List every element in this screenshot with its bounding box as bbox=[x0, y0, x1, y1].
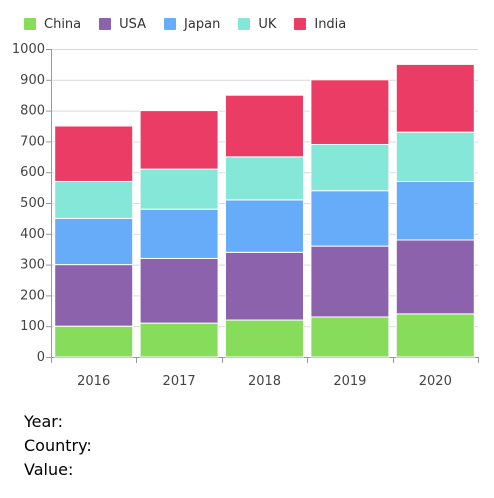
y-tick-label: 200 bbox=[20, 288, 45, 303]
legend-label-usa: USA bbox=[119, 16, 147, 32]
bar-usa-2018[interactable] bbox=[225, 251, 304, 321]
legend-swatch-uk bbox=[238, 18, 251, 30]
info-value-row: Value: bbox=[24, 458, 92, 482]
info-country-row: Country: bbox=[24, 434, 92, 458]
y-tick-label: 700 bbox=[20, 134, 45, 149]
legend-item-china[interactable]: China bbox=[24, 17, 81, 32]
x-tick-label: 2017 bbox=[163, 374, 196, 389]
bar-uk-2016[interactable] bbox=[54, 180, 134, 219]
bar-india-2017[interactable] bbox=[139, 110, 219, 170]
bar-usa-2016[interactable] bbox=[54, 264, 134, 327]
x-tick-label: 2020 bbox=[419, 374, 452, 389]
y-tick-label: 100 bbox=[20, 319, 45, 334]
y-tick-label: 900 bbox=[20, 73, 45, 88]
y-tick-label: 0 bbox=[37, 350, 45, 365]
bar-china-2020[interactable] bbox=[395, 313, 475, 358]
legend-item-india[interactable]: India bbox=[294, 17, 346, 32]
bars bbox=[54, 63, 475, 358]
bar-japan-2016[interactable] bbox=[54, 217, 134, 266]
bar-china-2018[interactable] bbox=[225, 319, 304, 358]
legend-label-japan: Japan bbox=[184, 16, 221, 32]
legend-item-uk[interactable]: UK bbox=[238, 17, 276, 32]
bar-usa-2017[interactable] bbox=[139, 257, 219, 324]
legend-label-uk: UK bbox=[258, 16, 277, 32]
bar-usa-2020[interactable] bbox=[395, 239, 475, 315]
y-tick-label: 400 bbox=[20, 227, 45, 242]
x-tick-label: 2018 bbox=[248, 374, 281, 389]
legend-item-japan[interactable]: Japan bbox=[164, 17, 220, 32]
legend-label-india: India bbox=[314, 16, 347, 32]
legend-swatch-japan bbox=[164, 18, 177, 30]
bar-usa-2019[interactable] bbox=[310, 245, 390, 318]
bar-india-2018[interactable] bbox=[225, 94, 304, 158]
y-tick-label: 600 bbox=[20, 165, 45, 180]
y-tick-label: 800 bbox=[20, 104, 45, 119]
x-tick-label: 2019 bbox=[333, 374, 366, 389]
stacked-bar-chart: 0 100 200 300 400 500 600 700 800 900 1000 2016 2017… bbox=[12, 42, 479, 389]
info-value-label: Value: bbox=[24, 460, 74, 479]
bar-japan-2018[interactable] bbox=[225, 199, 304, 253]
chart-legend: China USA Japan UK India bbox=[0, 10, 346, 38]
bar-uk-2017[interactable] bbox=[139, 168, 219, 210]
selection-info: Year: Country: Value: bbox=[24, 410, 92, 482]
bar-india-2020[interactable] bbox=[395, 63, 475, 133]
bar-japan-2020[interactable] bbox=[395, 180, 475, 241]
bar-india-2016[interactable] bbox=[54, 125, 134, 182]
info-country-label: Country: bbox=[24, 436, 92, 455]
legend-swatch-usa bbox=[99, 18, 112, 30]
y-tick-label: 1000 bbox=[12, 42, 45, 57]
bar-india-2019[interactable] bbox=[310, 79, 390, 145]
bar-japan-2019[interactable] bbox=[310, 190, 390, 247]
bar-china-2019[interactable] bbox=[310, 316, 390, 358]
legend-swatch-china bbox=[24, 18, 36, 30]
bar-uk-2018[interactable] bbox=[225, 156, 304, 201]
legend-item-usa[interactable]: USA bbox=[99, 17, 146, 32]
x-tick-label: 2016 bbox=[77, 374, 110, 389]
y-tick-label: 300 bbox=[20, 258, 45, 273]
bar-uk-2019[interactable] bbox=[310, 143, 390, 192]
info-year-label: Year: bbox=[24, 412, 63, 431]
bar-japan-2017[interactable] bbox=[139, 208, 219, 259]
y-tick-label: 500 bbox=[20, 196, 45, 211]
info-year-row: Year: bbox=[24, 410, 92, 434]
bar-china-2016[interactable] bbox=[54, 325, 134, 358]
legend-swatch-india bbox=[294, 18, 307, 30]
bar-uk-2020[interactable] bbox=[395, 131, 475, 182]
bar-china-2017[interactable] bbox=[139, 322, 219, 358]
legend-label-china: China bbox=[44, 16, 82, 32]
